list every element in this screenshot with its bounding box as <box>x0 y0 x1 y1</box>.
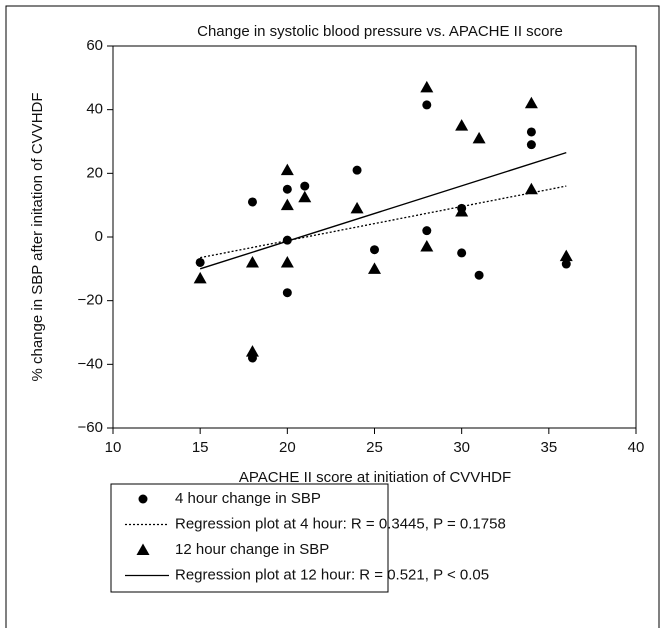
x-tick-label: 25 <box>366 439 383 456</box>
data-point <box>300 181 310 191</box>
legend-label: 12 hour change in SBP <box>175 541 329 558</box>
data-point <box>524 96 538 109</box>
legend-label: Regression plot at 12 hour: R = 0.521, P… <box>175 566 489 583</box>
data-point <box>298 190 312 203</box>
y-tick-label: −40 <box>78 355 103 372</box>
data-point <box>280 163 294 176</box>
y-axis-label: % change in SBP after initation of CVVHD… <box>29 92 46 381</box>
data-point <box>420 80 434 93</box>
y-tick-label: −60 <box>78 419 103 436</box>
data-point <box>352 165 362 175</box>
data-point <box>561 259 571 269</box>
data-point <box>422 226 432 236</box>
data-point <box>195 257 205 267</box>
data-point <box>526 127 536 137</box>
figure-frame <box>5 5 660 628</box>
x-axis-label: APACHE II score at initiation of CVVHDF <box>239 469 511 486</box>
data-point <box>420 240 434 252</box>
data-point <box>422 100 432 110</box>
data-point <box>247 197 257 207</box>
data-point <box>370 245 379 255</box>
y-tick-label: 20 <box>86 164 103 181</box>
regression-line <box>199 151 567 270</box>
data-point <box>245 255 259 268</box>
legend-label: Regression plot at 4 hour: R = 0.3445, P… <box>175 515 506 532</box>
data-point <box>280 255 294 268</box>
x-tick-label: 10 <box>105 439 122 456</box>
data-point <box>455 205 469 217</box>
data-point <box>350 201 364 214</box>
x-tick-label: 30 <box>453 439 470 456</box>
chart-title: Change in systolic blood pressure vs. AP… <box>197 23 563 40</box>
data-point <box>282 288 292 298</box>
data-point <box>559 249 573 262</box>
data-point <box>280 198 294 211</box>
data-point <box>526 140 536 150</box>
y-tick-label: 0 <box>95 228 103 245</box>
y-tick-label: 40 <box>86 101 103 118</box>
x-tick-label: 35 <box>540 439 557 456</box>
x-tick-label: 15 <box>192 439 209 456</box>
data-point <box>245 345 259 357</box>
y-tick-label: −20 <box>78 292 103 309</box>
legend-marker <box>136 543 150 555</box>
data-point <box>457 248 467 258</box>
data-point <box>472 131 486 144</box>
data-point <box>455 119 469 131</box>
x-tick-label: 20 <box>279 439 296 456</box>
data-point <box>193 271 207 284</box>
data-point <box>474 270 484 280</box>
legend-marker <box>138 494 148 504</box>
y-tick-label: 60 <box>86 37 103 54</box>
legend <box>110 483 389 593</box>
legend-label: 4 hour change in SBP <box>175 490 321 507</box>
x-tick-label: 40 <box>628 439 645 456</box>
data-point <box>524 182 538 195</box>
data-point <box>282 184 292 194</box>
data-point <box>368 262 381 274</box>
